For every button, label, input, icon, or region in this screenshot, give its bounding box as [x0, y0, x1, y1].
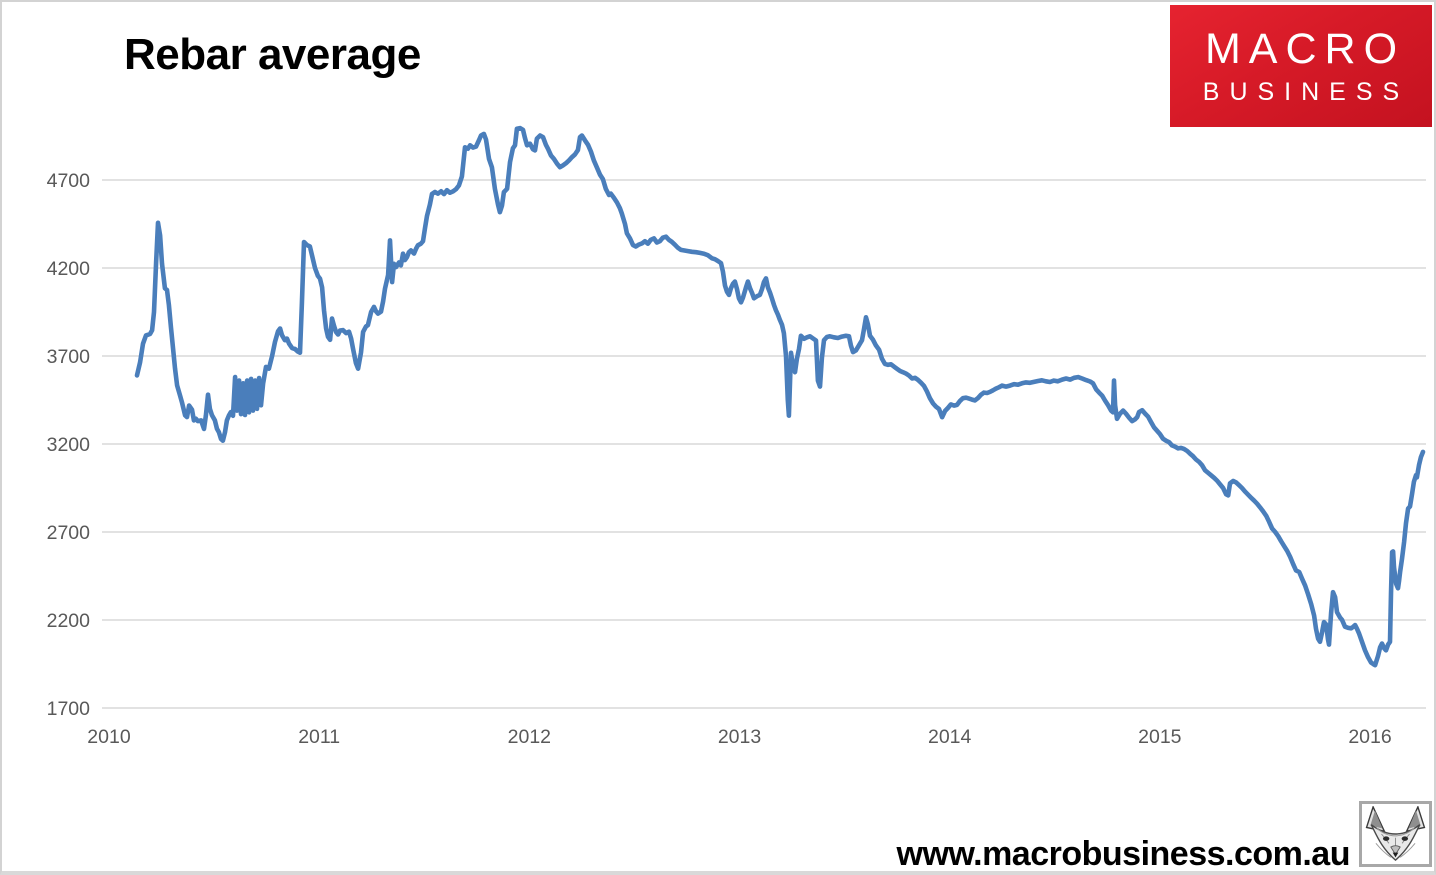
x-axis-tick: 2012 — [508, 726, 551, 748]
macrobusiness-logo: MACRO BUSINESS — [1170, 5, 1432, 127]
x-axis-tick: 2013 — [718, 726, 761, 748]
chart-title: Rebar average — [124, 30, 421, 79]
x-axis-tick: 2010 — [87, 726, 131, 748]
y-axis-tick: 3200 — [47, 434, 91, 456]
x-axis-tick: 2011 — [298, 726, 340, 748]
y-axis-tick: 4200 — [47, 258, 91, 280]
logo-text-macro: MACRO — [1204, 24, 1406, 73]
y-axis-tick: 2200 — [47, 610, 91, 632]
website-url: www.macrobusiness.com.au — [896, 835, 1351, 873]
x-axis-tick: 2016 — [1348, 726, 1391, 748]
fox-head-icon — [1365, 806, 1426, 862]
y-axis-tick: 4700 — [47, 170, 91, 192]
x-axis-tick: 2015 — [1138, 726, 1182, 748]
y-axis-tick: 3700 — [47, 346, 91, 368]
y-axis-tick: 1700 — [47, 698, 91, 720]
price-line — [134, 125, 1426, 668]
fox-logo — [1359, 801, 1432, 867]
logo-text-business: BUSINESS — [1202, 77, 1410, 106]
x-axis-tick: 2014 — [928, 726, 972, 748]
y-axis-tick: 2700 — [47, 522, 91, 544]
